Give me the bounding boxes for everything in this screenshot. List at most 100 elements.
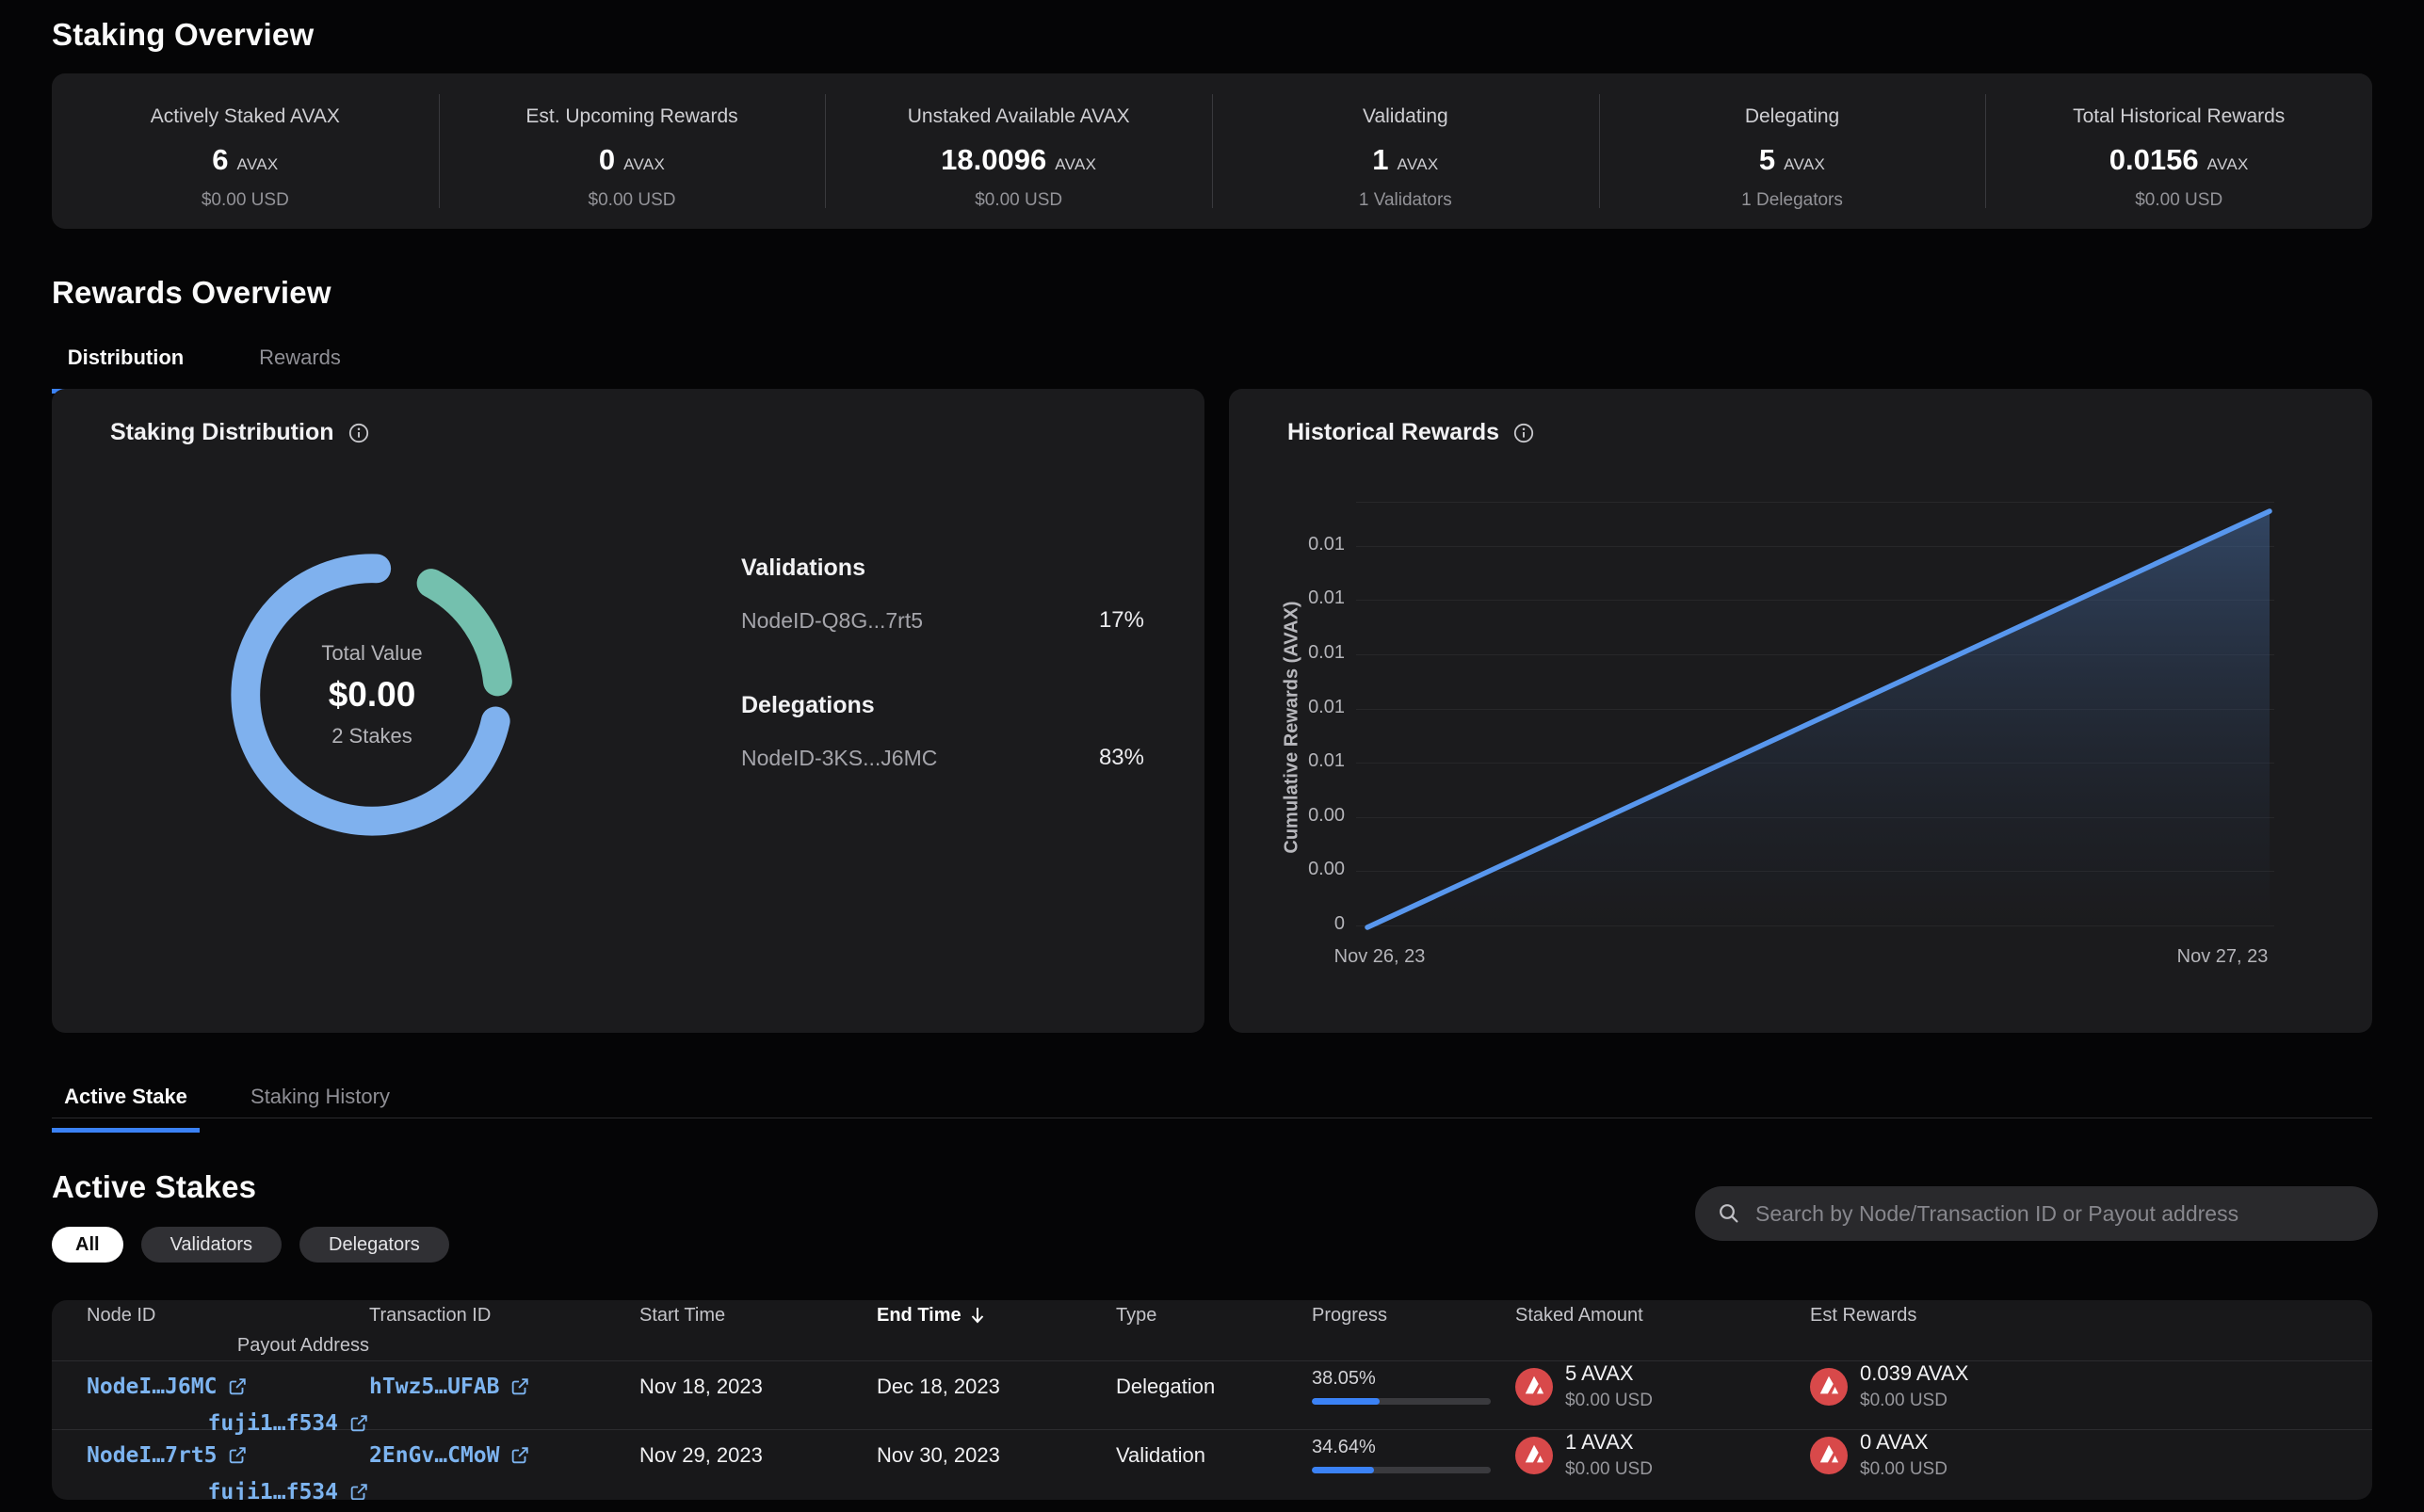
col-start-time[interactable]: Start Time (639, 1304, 726, 1326)
y-tick: 0.01 (1308, 697, 1345, 717)
distribution-card-title: Staking Distribution (110, 419, 334, 445)
stat-historical-rewards: Total Historical Rewards 0.0156 AVAX $0.0… (1985, 73, 2372, 229)
avax-logo-icon (1515, 1367, 1553, 1406)
col-node-id[interactable]: Node ID (87, 1304, 156, 1326)
info-icon[interactable] (1512, 422, 1535, 444)
y-tick: 0.01 (1308, 534, 1345, 555)
col-payout-address[interactable]: Payout Address (236, 1334, 369, 1356)
historical-rewards-card: Historical Rewards Cumulative Rewards (A… (1229, 389, 2372, 1033)
stat-unit: AVAX (1055, 155, 1097, 173)
stat-value: 1 (1372, 143, 1389, 176)
progress-percent: 34.64% (1312, 1437, 1376, 1457)
stat-sub: $0.00 USD (2135, 190, 2223, 210)
est-rewards: 0.039 AVAX (1860, 1361, 1969, 1385)
payout-address-link[interactable]: fuji1…f534 (208, 1480, 369, 1500)
progress-bar (1312, 1467, 1491, 1473)
col-progress[interactable]: Progress (1312, 1304, 1388, 1326)
stake-tabs: Active Stake Staking History (52, 1073, 2372, 1133)
stat-upcoming-rewards: Est. Upcoming Rewards 0 AVAX $0.00 USD (438, 73, 826, 229)
stat-sub: $0.00 USD (201, 190, 289, 210)
search-input[interactable] (1755, 1200, 2355, 1227)
legend-group-validations: Validations (741, 555, 865, 581)
external-link-icon (230, 1377, 247, 1394)
end-time: Nov 30, 2023 (877, 1442, 1000, 1467)
stat-label: Est. Upcoming Rewards (525, 105, 738, 127)
search-box[interactable] (1695, 1186, 2378, 1241)
avax-logo-icon (1810, 1436, 1848, 1474)
filter-all[interactable]: All (52, 1227, 123, 1263)
legend-row: NodeID-Q8G...7rt5 17% (741, 607, 1144, 634)
stat-unit: AVAX (1397, 155, 1439, 173)
legend-row: NodeID-3KS...J6MC 83% (741, 745, 1144, 771)
progress-bar-fill (1312, 1467, 1374, 1473)
est-rewards-cell: 0.039 AVAX $0.00 USD (1810, 1361, 2347, 1411)
stat-unit: AVAX (236, 155, 279, 173)
y-tick: 0 (1333, 913, 1345, 934)
progress-cell: 38.05% (1312, 1368, 1515, 1405)
staking-distribution-card: Staking Distribution Total Value $0.00 2… (52, 389, 1204, 1033)
node-id-link[interactable]: NodeI…7rt5 (87, 1443, 369, 1468)
x-tick-end: Nov 27, 23 (2176, 946, 2269, 967)
stat-value: 5 (1758, 143, 1776, 176)
stake-type: Delegation (1116, 1374, 1216, 1398)
external-link-icon (512, 1446, 529, 1463)
filter-chips: All Validators Delegators (52, 1227, 449, 1263)
stat-sub: 1 Validators (1358, 190, 1452, 210)
legend-percent: 17% (1098, 607, 1144, 633)
staked-usd: $0.00 USD (1565, 1459, 1653, 1479)
rewards-overview-title: Rewards Overview (52, 275, 331, 310)
stake-type: Validation (1116, 1442, 1205, 1467)
est-usd: $0.00 USD (1860, 1391, 1947, 1410)
node-id-link[interactable]: NodeI…J6MC (87, 1375, 369, 1399)
col-est-rewards[interactable]: Est Rewards (1810, 1304, 1917, 1326)
stat-actively-staked: Actively Staked AVAX 6 AVAX $0.00 USD (52, 73, 439, 229)
stat-validating: Validating 1 AVAX 1 Validators (1212, 73, 1599, 229)
tab-distribution[interactable]: Distribution (52, 334, 200, 394)
y-tick: 0.00 (1308, 805, 1345, 826)
info-icon[interactable] (347, 422, 370, 444)
page-title: Staking Overview (52, 17, 315, 52)
filter-delegators[interactable]: Delegators (299, 1227, 449, 1263)
staked-amount: 1 AVAX (1565, 1430, 1634, 1454)
donut-segment-delegations (231, 554, 510, 836)
cumulative-rewards-line (1365, 508, 2272, 930)
col-transaction-id[interactable]: Transaction ID (369, 1304, 492, 1326)
progress-cell: 34.64% (1312, 1437, 1515, 1473)
external-link-icon (350, 1415, 367, 1432)
stat-label: Delegating (1744, 105, 1840, 127)
historical-card-title: Historical Rewards (1287, 419, 1500, 445)
tab-active-stake[interactable]: Active Stake (52, 1073, 200, 1133)
staked-amount: 5 AVAX (1565, 1361, 1634, 1385)
stat-sub: 1 Delegators (1741, 190, 1843, 210)
payout-address-link[interactable]: fuji1…f534 (208, 1411, 369, 1436)
est-usd: $0.00 USD (1860, 1459, 1947, 1479)
col-type[interactable]: Type (1116, 1304, 1157, 1326)
transaction-id-link[interactable]: 2EnGv…CMoW (369, 1443, 639, 1468)
staked-amount-cell: 5 AVAX $0.00 USD (1515, 1361, 1810, 1411)
stat-unit: AVAX (1784, 155, 1826, 173)
tab-staking-history[interactable]: Staking History (250, 1085, 390, 1108)
progress-bar-fill (1312, 1398, 1381, 1405)
est-rewards-cell: 0 AVAX $0.00 USD (1810, 1430, 2347, 1480)
search-icon (1720, 1204, 1738, 1223)
stat-label: Unstaked Available AVAX (907, 105, 1130, 127)
col-staked-amount[interactable]: Staked Amount (1515, 1304, 1643, 1326)
external-link-icon (230, 1446, 247, 1463)
y-axis-title: Cumulative Rewards (AVAX) (1281, 601, 1302, 854)
transaction-id-link[interactable]: hTwz5…UFAB (369, 1375, 639, 1399)
stat-sub: $0.00 USD (588, 190, 676, 210)
staking-distribution-donut (231, 554, 512, 836)
filter-validators[interactable]: Validators (140, 1227, 283, 1263)
distribution-legend: Validations NodeID-Q8G...7rt5 17% Delega… (741, 555, 1144, 771)
stat-sub: $0.00 USD (975, 190, 1063, 210)
stats-card: Actively Staked AVAX 6 AVAX $0.00 USD Est… (52, 73, 2372, 229)
col-end-time[interactable]: End Time (877, 1305, 1116, 1327)
legend-percent: 83% (1098, 745, 1144, 770)
external-link-icon (350, 1484, 367, 1500)
stat-unit: AVAX (623, 155, 666, 173)
legend-node-id: NodeID-Q8G...7rt5 (741, 607, 924, 633)
staked-amount-cell: 1 AVAX $0.00 USD (1515, 1430, 1810, 1480)
rewards-overview-tabs: Distribution Rewards (52, 334, 374, 394)
tab-rewards[interactable]: Rewards (259, 346, 341, 369)
